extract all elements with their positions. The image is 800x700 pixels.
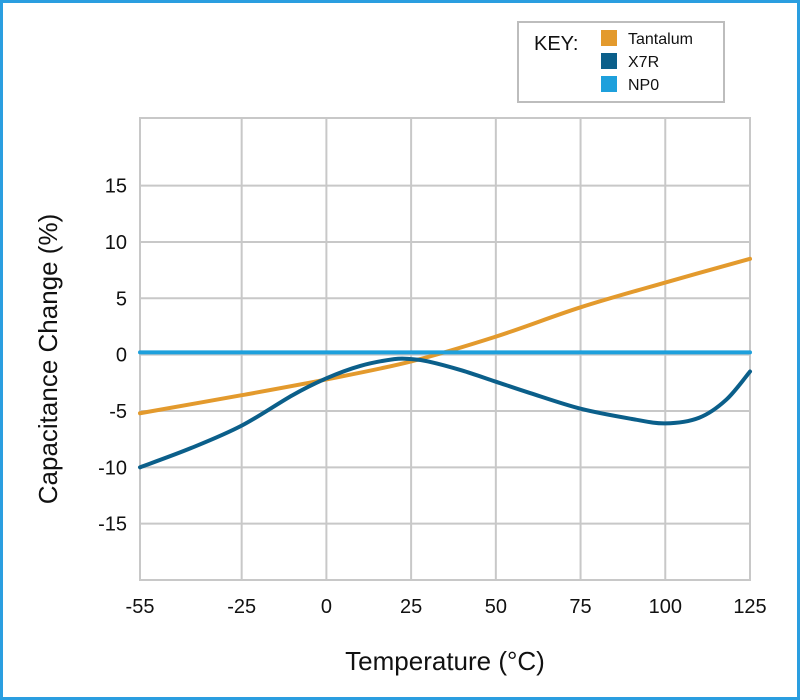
legend-swatch-tantalum <box>601 30 617 46</box>
legend-label-x7r: X7R <box>628 54 659 71</box>
y-tick-label: -15 <box>98 514 127 536</box>
plot-border <box>139 117 751 581</box>
x-tick-label: 0 <box>321 596 332 618</box>
y-tick-label: 0 <box>116 345 127 367</box>
y-tick-label: 15 <box>105 176 127 198</box>
vertical-gridlines <box>139 118 751 580</box>
horizontal-gridlines <box>140 184 750 525</box>
legend-swatch-np0 <box>601 76 617 92</box>
y-axis-title: Capacitance Change (%) <box>33 214 63 505</box>
x-axis-title: Temperature (°C) <box>345 646 545 676</box>
x-tick-label: 125 <box>733 596 766 618</box>
legend-box <box>517 21 725 103</box>
x-tick-label: 100 <box>649 596 682 618</box>
y-tick-label: 5 <box>116 288 127 310</box>
x-tick-label: -25 <box>227 596 256 618</box>
x-tick-labels: -55 -25 0 25 50 75 100 125 <box>126 596 767 618</box>
y-tick-label: -5 <box>109 401 127 423</box>
legend: KEY: Tantalum X7R NP0 <box>517 21 725 103</box>
series-layer <box>138 256 752 470</box>
y-tick-label: -10 <box>98 457 127 479</box>
series-line-tantalum <box>138 256 752 416</box>
legend-title: KEY: <box>534 33 578 55</box>
legend-label-tantalum: Tantalum <box>628 31 693 48</box>
y-tick-labels: 15 10 5 0 -5 -10 -15 <box>98 176 127 536</box>
x-tick-label: 25 <box>400 596 422 618</box>
legend-label-np0: NP0 <box>628 77 659 94</box>
x-tick-label: 75 <box>569 596 591 618</box>
y-tick-label: 10 <box>105 232 127 254</box>
x-tick-label: 50 <box>485 596 507 618</box>
x-tick-label: -55 <box>126 596 155 618</box>
legend-items: Tantalum X7R NP0 <box>601 30 693 94</box>
legend-swatch-x7r <box>601 53 617 69</box>
series-line-x7r <box>138 356 752 470</box>
